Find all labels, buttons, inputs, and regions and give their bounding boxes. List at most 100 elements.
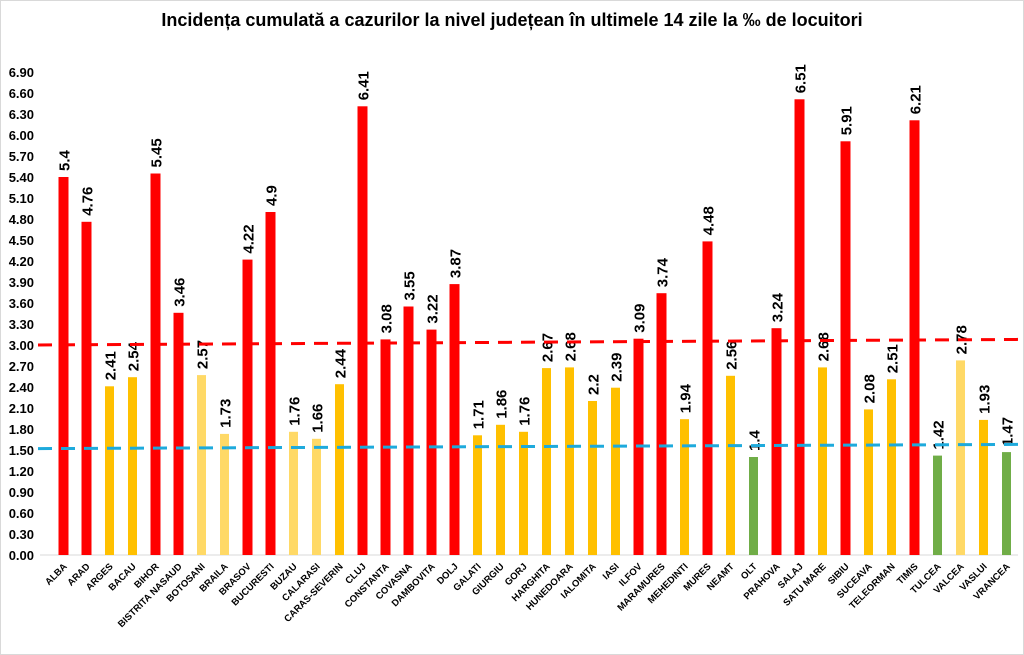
y-tick-label: 3.90: [9, 275, 34, 290]
y-tick-label: 3.60: [9, 296, 34, 311]
y-tick-label: 6.00: [9, 128, 34, 143]
y-tick-label: 3.30: [9, 317, 34, 332]
data-label: 6.41: [356, 71, 373, 100]
bar-calarasi: [312, 438, 321, 555]
bar-botosani: [197, 375, 206, 555]
data-label: 2.2: [586, 374, 603, 395]
data-label: 1.76: [517, 397, 534, 426]
data-label: 2.39: [609, 352, 626, 381]
bar-bucuresti: [265, 212, 276, 555]
bar-alba: [58, 177, 69, 555]
bar-maramures: [656, 293, 667, 555]
data-label: 3.74: [655, 257, 672, 287]
bar-galati: [473, 435, 482, 555]
data-label: 4.48: [701, 206, 718, 235]
data-label: 2.68: [816, 332, 833, 361]
bar-prahova: [771, 328, 782, 555]
data-label: 5.45: [149, 138, 166, 167]
y-tick-label: 0.60: [9, 506, 34, 521]
y-tick-label: 6.30: [9, 107, 34, 122]
y-tick-label: 6.90: [9, 65, 34, 80]
data-label: 6.51: [793, 64, 810, 93]
data-label: 1.93: [977, 385, 994, 414]
bar-neamt: [726, 375, 735, 555]
bar-bistrita-nasaud: [173, 312, 184, 555]
y-tick-label: 0.00: [9, 548, 34, 563]
bar-tulcea: [933, 455, 942, 555]
bar-mehedinti: [680, 419, 689, 555]
bar-bihor: [150, 173, 161, 555]
data-label: 4.22: [241, 224, 258, 253]
bar-caras-severin: [335, 384, 344, 555]
bar-hunedoara: [565, 367, 574, 555]
y-tick-label: 1.50: [9, 443, 34, 458]
data-label: 3.22: [425, 294, 442, 323]
data-label: 6.21: [908, 85, 925, 114]
data-label: 4.9: [264, 185, 281, 206]
data-label: 1.42: [931, 420, 948, 449]
bar-iasi: [611, 387, 620, 555]
y-tick-label: 2.70: [9, 359, 34, 374]
data-label: 3.46: [172, 278, 189, 307]
bar-covasna: [403, 306, 414, 555]
bar-valcea: [956, 360, 965, 555]
data-label: 2.57: [195, 340, 212, 369]
reference-line-blue: [37, 442, 1024, 451]
data-label: 5.4: [57, 149, 74, 171]
y-tick-label: 6.60: [9, 86, 34, 101]
bar-satu-mare: [818, 367, 827, 555]
data-label: 4.76: [80, 187, 97, 216]
data-label: 3.08: [379, 304, 396, 333]
bar-buzau: [289, 431, 298, 555]
bar-gorj: [519, 431, 528, 555]
category-label: ALBA: [43, 561, 70, 588]
bar-arges: [105, 386, 114, 555]
bar-braila: [220, 433, 229, 555]
y-tick-label: 4.50: [9, 233, 34, 248]
data-label: 3.09: [632, 303, 649, 332]
data-label: 1.66: [310, 404, 327, 433]
bar-arad: [81, 221, 92, 556]
y-tick-label: 4.20: [9, 254, 34, 269]
y-tick-label: 1.80: [9, 422, 34, 437]
bar-cluj: [357, 106, 368, 556]
data-label: 2.44: [333, 348, 350, 378]
data-label: 2.08: [862, 374, 879, 403]
y-tick-label: 3.00: [9, 338, 34, 353]
reference-line-red: [37, 337, 1024, 347]
y-tick-label: 5.10: [9, 191, 34, 206]
y-tick-label: 0.90: [9, 485, 34, 500]
data-label: 1.86: [494, 390, 511, 419]
data-label: 2.68: [563, 332, 580, 361]
bar-harghita: [542, 368, 551, 555]
bar-giurgiu: [496, 424, 505, 555]
bar-vaslui: [979, 419, 988, 555]
bar-brasov: [242, 259, 253, 555]
y-tick-label: 2.10: [9, 401, 34, 416]
bar-teleorman: [887, 379, 896, 555]
data-label: 2.51: [885, 344, 902, 373]
bar-vrancea: [1002, 452, 1011, 555]
bar-olt: [749, 457, 758, 555]
bar-dolj: [449, 284, 460, 555]
bar-sibiu: [840, 141, 851, 556]
data-label: 3.55: [402, 271, 419, 300]
bar-dambovita: [426, 329, 437, 555]
y-tick-label: 4.80: [9, 212, 34, 227]
chart-title: Incidența cumulată a cazurilor la nivel …: [161, 10, 863, 30]
data-label: 3.87: [448, 249, 465, 278]
data-label: 1.73: [218, 399, 235, 428]
data-label: 1.71: [471, 400, 488, 429]
bar-suceava: [864, 409, 873, 555]
y-tick-label: 1.20: [9, 464, 34, 479]
y-tick-label: 5.70: [9, 149, 34, 164]
data-label: 3.24: [770, 292, 787, 322]
y-tick-label: 5.40: [9, 170, 34, 185]
data-label: 1.94: [678, 383, 695, 413]
data-label: 2.67: [540, 333, 557, 362]
data-label: 1.76: [287, 397, 304, 426]
data-label: 1.47: [1000, 417, 1017, 446]
data-label: 1.4: [747, 429, 764, 451]
data-label: 2.54: [126, 341, 143, 371]
